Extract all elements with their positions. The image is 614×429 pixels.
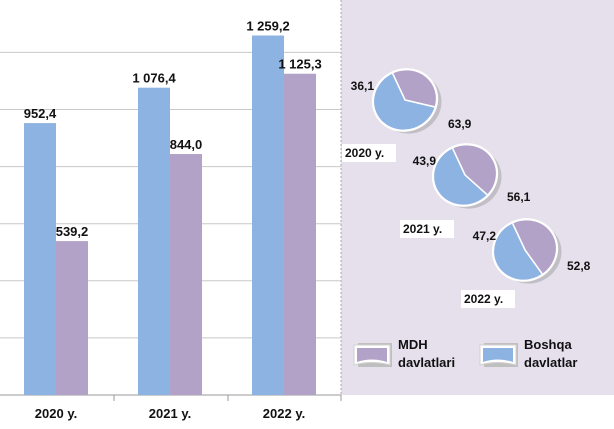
pie-title-background: [461, 290, 515, 308]
bar-boshqa: [252, 35, 284, 395]
pie-title: 2022 y.: [464, 292, 503, 306]
bar-boshqa: [138, 87, 170, 395]
legend-label: davlatlari: [398, 355, 455, 370]
x-tick-label: 2020 y.: [35, 406, 77, 421]
bar-mdh: [170, 154, 202, 395]
legend-item-boshqa: Boshqa davlatlar: [479, 337, 577, 370]
pie-slice-label: 43,9: [413, 154, 437, 168]
pie-title-background: [342, 144, 396, 162]
legend-swatch: [483, 348, 513, 362]
bar-chart: 952,4 539,2 2020 y. 1 076,4 844,0 2021 y. 1 25…: [24, 18, 322, 421]
pie-slice-label: 52,8: [567, 259, 591, 273]
x-tick-label: 2022 y.: [263, 406, 305, 421]
bar-boshqa: [24, 123, 56, 396]
pie-slice-boshqa: [492, 221, 544, 282]
bar-mdh: [56, 241, 88, 395]
legend-label: davlatlar: [524, 355, 577, 370]
pie-slice-boshqa: [432, 146, 489, 207]
pie-title-background: [400, 220, 454, 238]
pie-chart: [371, 68, 442, 134]
pie-chart: [491, 218, 562, 284]
x-tick-label: 2021 y.: [149, 406, 191, 421]
pie-slice-mdh: [511, 218, 558, 276]
pie-slice-label: 63,9: [448, 117, 472, 131]
bar-value-label: 1 076,4: [132, 71, 176, 86]
legend-label: Boshqa: [524, 337, 572, 352]
pie-slice-mdh: [391, 68, 438, 108]
pie-title: 2020 y.: [345, 146, 384, 160]
pie-title: 2021 y.: [403, 222, 442, 236]
bar-value-label: 952,4: [24, 106, 57, 121]
legend-item-mdh: MDH davlatlari: [353, 337, 455, 370]
pie-slice-label: 56,1: [507, 190, 531, 204]
bar-mdh: [284, 73, 316, 395]
bar-value-label: 844,0: [170, 137, 203, 152]
pie-slice-label: 47,2: [473, 229, 497, 243]
bar-value-label: 1 259,2: [246, 18, 289, 33]
legend-swatch: [357, 348, 387, 362]
pie-slice-boshqa: [372, 71, 437, 132]
legend: MDH davlatlari Boshqa davlatlar: [353, 337, 577, 370]
pie-slice-label: 36,1: [351, 79, 375, 93]
bar-value-label: 1 125,3: [278, 57, 321, 72]
pie-chart: [431, 143, 502, 209]
legend-label: MDH: [398, 337, 428, 352]
pie-charts: 36,1 63,9 2020 y. 43,9 56,1 2021 y. 47,2 52,8 20…: [342, 68, 591, 308]
bar-value-label: 539,2: [56, 224, 89, 239]
pie-slice-mdh: [451, 143, 498, 197]
